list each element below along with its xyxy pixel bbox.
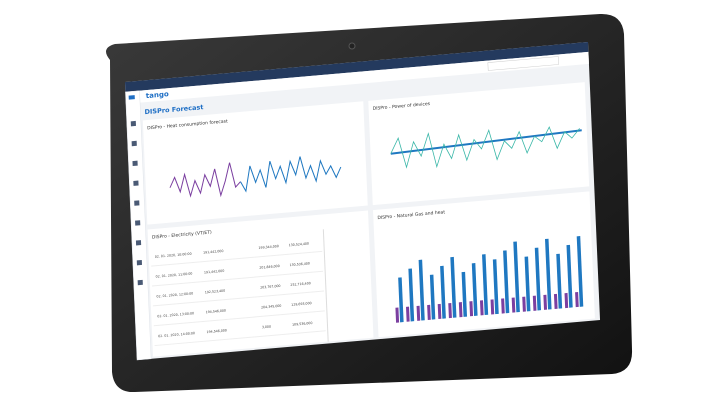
bar-decor [429,274,436,320]
table-cell: 191,442,000 [203,249,224,255]
screen: tango DISPro Forecast DISPro - Heat cons… [125,41,601,361]
bar-decor [418,259,425,321]
bar-decor [532,295,537,311]
bar-decor [458,302,463,318]
bar-decor [501,298,505,314]
table-cell: 02. 01. 2020, 11:00:00 [156,272,193,279]
table-cell: 194,546,000 [206,309,227,315]
bar-decor [490,299,495,315]
bar-decor [511,297,516,313]
bar-decor [416,305,421,321]
heat-line [240,156,342,193]
row-divider [152,290,325,307]
table-cell: 02. 01. 2020, 13:00:00 [157,311,194,318]
table-cell: 204,345,000 [261,304,282,310]
bar-decor [408,268,415,322]
bar-decor [471,263,478,316]
table-cell: 02. 01. 2020, 14:00:00 [158,331,195,338]
bar-decor [566,244,573,308]
bar-decor [448,302,452,319]
bar-decor [543,294,548,310]
bar-decor [492,259,499,315]
bar-decor [553,293,558,309]
bar-decor [440,265,446,319]
table-cell: 192,523,400 [205,289,226,295]
bar-decor [576,236,584,307]
bar-decor [503,250,510,314]
bar-decor [437,303,442,320]
logo: tango [146,89,170,100]
row-divider [154,330,326,347]
bar-decor [522,296,526,312]
table-cell: 02. 01. 2020, 10:00:00 [155,252,192,259]
table-cell: 201,846,000 [259,264,280,270]
menu-icon[interactable] [128,95,135,100]
bar-decor [545,238,552,310]
sidebar-icons [130,120,143,286]
table-cell: 130,536,400 [289,261,310,267]
table-cell: 252,716,400 [290,281,311,287]
row-divider [153,310,325,327]
bar-decor [469,301,474,317]
bar-decor [395,307,400,323]
table-cell: 203,767,000 [260,284,281,290]
bar-decor [524,256,531,312]
table-cell: 191,442,000 [204,269,225,275]
bar-decor [534,247,542,311]
bar-decor [450,256,457,318]
bar-decor [513,241,520,313]
panel [142,101,368,225]
top-bar [125,41,589,92]
bar-decor [482,254,489,316]
power-line [390,126,580,169]
search-box[interactable] [487,56,559,71]
scrollbar [322,229,329,342]
bar-decor [564,292,569,309]
table-cell: 199,344,000 [258,244,279,250]
table-cell: 194,546,000 [206,328,227,334]
bar-decor [556,253,563,309]
bar-decor [461,271,468,317]
row-divider [151,270,324,287]
panel-title: DISPro - Natural Gas and heat [377,209,445,221]
bar-decor [405,306,410,322]
camera [348,42,356,50]
bar-decor [427,304,431,320]
panel [147,210,374,357]
table-cell: 02. 01. 2020, 12:00:00 [156,291,193,298]
table-cell: 3,000 [262,325,271,330]
row-divider [151,250,323,267]
panel-title: DISPro - Power of devices [373,101,431,112]
bar-decor [479,300,484,316]
panel-title: DISPro - Electricity (VT/ET) [152,229,212,240]
bar-decor [398,277,404,323]
bar-decor [575,292,579,308]
heat-line [169,162,241,198]
table-cell: 129,693,000 [291,301,312,307]
table-cell: 130,524,400 [289,242,310,248]
nav-bar [125,51,589,104]
table-cell: 109,536,000 [292,321,313,327]
power-line [390,129,582,155]
gas-bars [395,236,584,323]
